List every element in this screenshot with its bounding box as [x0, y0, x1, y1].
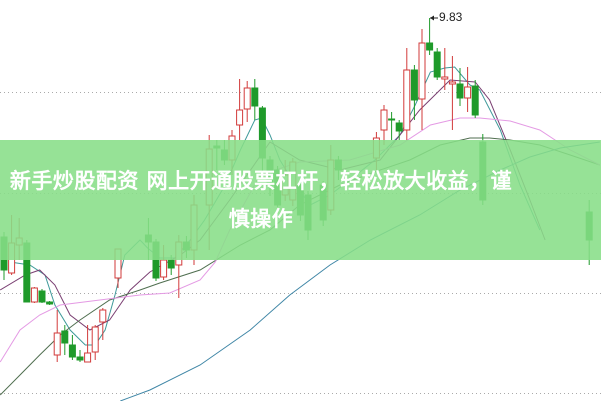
candle: [403, 48, 411, 140]
candle-body: [395, 122, 403, 132]
candle: [448, 56, 456, 130]
candle: [99, 308, 107, 340]
candle-body: [471, 85, 479, 116]
candle-body: [426, 42, 434, 51]
promo-banner-text: 新手炒股配资 网上开通股票杠杆，轻松放大收益，谨慎操作: [9, 169, 513, 231]
candle: [388, 112, 396, 140]
candle-body: [38, 290, 46, 303]
candle: [68, 335, 76, 360]
candle-body: [53, 332, 61, 356]
candle: [91, 325, 99, 360]
candle-body: [403, 69, 411, 131]
candle-body: [76, 356, 84, 361]
candle: [38, 289, 46, 303]
candle-body: [456, 83, 464, 99]
candle-body: [68, 344, 76, 358]
candle-body: [84, 352, 92, 363]
candle-body: [251, 87, 259, 107]
candle: [46, 301, 54, 305]
candle: [243, 81, 251, 122]
candle: [471, 80, 479, 118]
candle-body: [464, 86, 472, 99]
candle-body: [380, 109, 388, 131]
candle-body: [243, 87, 251, 110]
candle-body: [46, 301, 54, 305]
candle-body: [448, 81, 456, 85]
candle-body: [167, 259, 175, 269]
candle: [464, 67, 472, 112]
candle: [251, 79, 259, 120]
max-arrow-icon: [430, 15, 434, 21]
candle-body: [418, 42, 426, 100]
candle: [433, 48, 441, 80]
candle: [84, 325, 92, 363]
candle: [410, 65, 418, 120]
candle-body: [91, 326, 99, 353]
candle-body: [61, 330, 69, 344]
candle-body: [30, 287, 38, 303]
candle: [426, 18, 434, 55]
candle: [456, 68, 464, 106]
candle-body: [236, 109, 244, 126]
candle: [441, 48, 449, 90]
promo-banner: [0, 140, 601, 260]
candle-body: [160, 259, 168, 278]
candle: [61, 325, 69, 355]
candle-body: [433, 51, 441, 78]
candle: [418, 29, 426, 130]
max-marker: [430, 15, 438, 21]
candle-body: [388, 118, 396, 121]
candle-body: [410, 69, 418, 101]
candle-body: [99, 309, 107, 323]
candle-body: [441, 76, 449, 80]
candle: [380, 105, 388, 145]
candle: [30, 287, 38, 303]
max-price-label: 9.83: [439, 10, 463, 24]
candle: [53, 310, 61, 362]
candle: [236, 79, 244, 140]
candle: [395, 120, 403, 140]
candle: [76, 350, 84, 362]
